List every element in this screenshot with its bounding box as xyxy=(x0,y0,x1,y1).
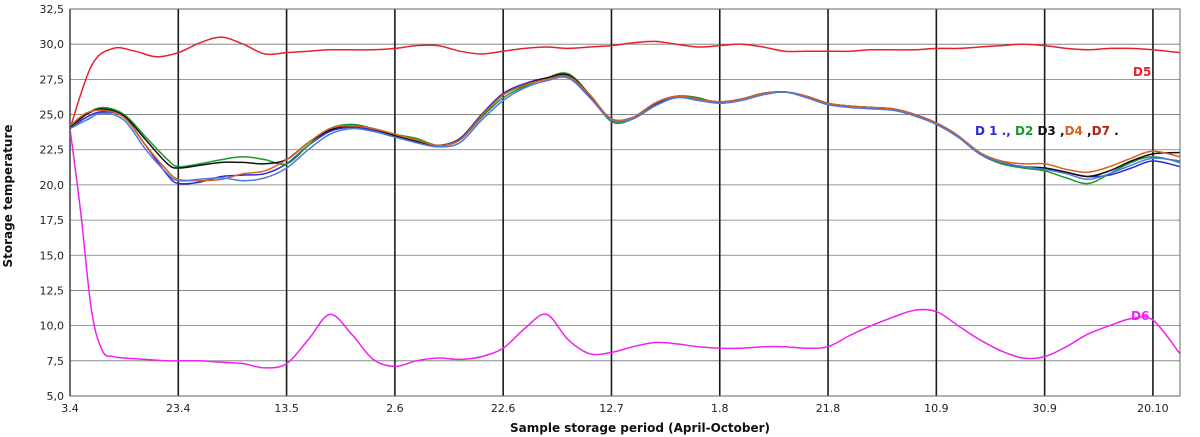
y-tick-label: 17,5 xyxy=(40,214,65,227)
y-axis-title: Storage temperature xyxy=(1,124,15,267)
x-tick-label: 10.9 xyxy=(924,402,949,415)
x-tick-label: 13.5 xyxy=(274,402,299,415)
y-tick-label: 7,5 xyxy=(47,355,65,368)
group-label-part-5: D4 xyxy=(1065,124,1083,138)
y-tick-label: 25,0 xyxy=(40,109,65,122)
group-label-part-3: D3 xyxy=(1033,124,1056,138)
x-tick-label: 12.7 xyxy=(599,402,624,415)
x-tick-label: 22.6 xyxy=(491,402,516,415)
y-tick-label: 22,5 xyxy=(40,144,65,157)
grid xyxy=(69,8,1180,397)
x-tick-label: 1.8 xyxy=(711,402,729,415)
group-label-part-2: D2 xyxy=(1015,124,1033,138)
y-axis-ticks: 5,0 7,5 10,0 12,5 15,0 17,5 20,0 22,5 25,0 27,5 30… xyxy=(40,3,65,403)
x-tick-label: 30.9 xyxy=(1032,402,1057,415)
x-tick-label: 3.4 xyxy=(61,402,79,415)
group-label-part-6: , xyxy=(1083,124,1092,138)
series-line-d5 xyxy=(69,36,1181,129)
group-label-part-8: . xyxy=(1110,124,1119,138)
x-tick-label: 20.10 xyxy=(1137,402,1169,415)
y-tick-label: 10,0 xyxy=(40,320,65,333)
group-label-part-4: , xyxy=(1056,124,1065,138)
series-label-d6: D6 xyxy=(1131,309,1149,323)
plot-frame xyxy=(69,8,1181,397)
series-line-d6 xyxy=(69,128,1181,369)
y-tick-label: 15,0 xyxy=(40,249,65,262)
group-label-part-1: ., xyxy=(998,124,1015,138)
y-tick-label: 32,5 xyxy=(40,3,65,16)
series-line-d7 xyxy=(69,76,1181,182)
x-tick-label: 2.6 xyxy=(386,402,404,415)
y-tick-label: 20,0 xyxy=(40,179,65,192)
y-tick-label: 12,5 xyxy=(40,284,65,297)
series-line-d4 xyxy=(69,74,1181,182)
y-tick-label: 27,5 xyxy=(40,73,65,86)
x-axis-title: Sample storage period (April-October) xyxy=(510,421,770,435)
x-axis-ticks: 3.4 23.4 13.5 2.6 22.6 12.7 1.8 21.8 10.9 30.9 20.… xyxy=(61,402,1168,415)
group-label-part-7: D7 xyxy=(1092,124,1110,138)
x-tick-label: 21.8 xyxy=(816,402,841,415)
x-tick-label: 23.4 xyxy=(166,402,191,415)
group-label-part-0: D 1 xyxy=(975,124,998,138)
series-label-group: D 1 ., D2 D3 ,D4 ,D7 . xyxy=(975,124,1119,138)
y-tick-label: 5,0 xyxy=(47,390,65,403)
series-lines xyxy=(69,36,1181,369)
series-label-d5: D5 xyxy=(1133,65,1151,79)
y-tick-label: 30,0 xyxy=(40,38,65,51)
